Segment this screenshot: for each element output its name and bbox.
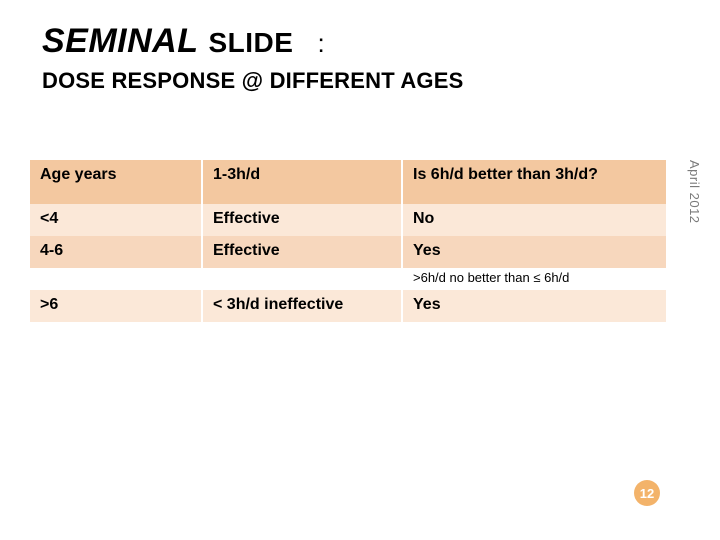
side-date: April 2012: [687, 160, 702, 224]
table-header-cell: 1-3h/d: [202, 160, 402, 204]
table-header-row: Age years 1-3h/d Is 6h/d better than 3h/…: [30, 160, 666, 204]
table-cell: 4-6: [30, 236, 202, 268]
slide-title: SEMINAL SLIDE :: [42, 22, 325, 61]
title-colon: :: [317, 28, 324, 59]
table-cell: < 3h/d ineffective: [202, 290, 402, 322]
table-cell: >6: [30, 290, 202, 322]
table-note-row: >6h/d no better than ≤ 6h/d: [30, 268, 666, 290]
page-number: 12: [640, 486, 654, 501]
table-cell: [202, 268, 402, 290]
table-row: <4 Effective No: [30, 204, 666, 236]
title-slide-word: SLIDE: [209, 27, 294, 59]
page-number-badge: 12: [634, 480, 660, 506]
table-cell: Yes: [402, 236, 666, 268]
table-cell: Effective: [202, 236, 402, 268]
table-header-cell: Age years: [30, 160, 202, 204]
slide-subtitle: DOSE RESPONSE @ DIFFERENT AGES: [42, 68, 463, 94]
table-cell: <4: [30, 204, 202, 236]
table-row: >6 < 3h/d ineffective Yes: [30, 290, 666, 322]
table-row: 4-6 Effective Yes: [30, 236, 666, 268]
slide: SEMINAL SLIDE : DOSE RESPONSE @ DIFFEREN…: [0, 0, 720, 540]
title-seminal: SEMINAL: [42, 22, 199, 61]
table-cell: No: [402, 204, 666, 236]
dose-response-table: Age years 1-3h/d Is 6h/d better than 3h/…: [30, 160, 666, 322]
table-cell: Yes: [402, 290, 666, 322]
table-cell: >6h/d no better than ≤ 6h/d: [402, 268, 666, 290]
table-cell: Effective: [202, 204, 402, 236]
table-header-cell: Is 6h/d better than 3h/d?: [402, 160, 666, 204]
table-cell: [30, 268, 202, 290]
